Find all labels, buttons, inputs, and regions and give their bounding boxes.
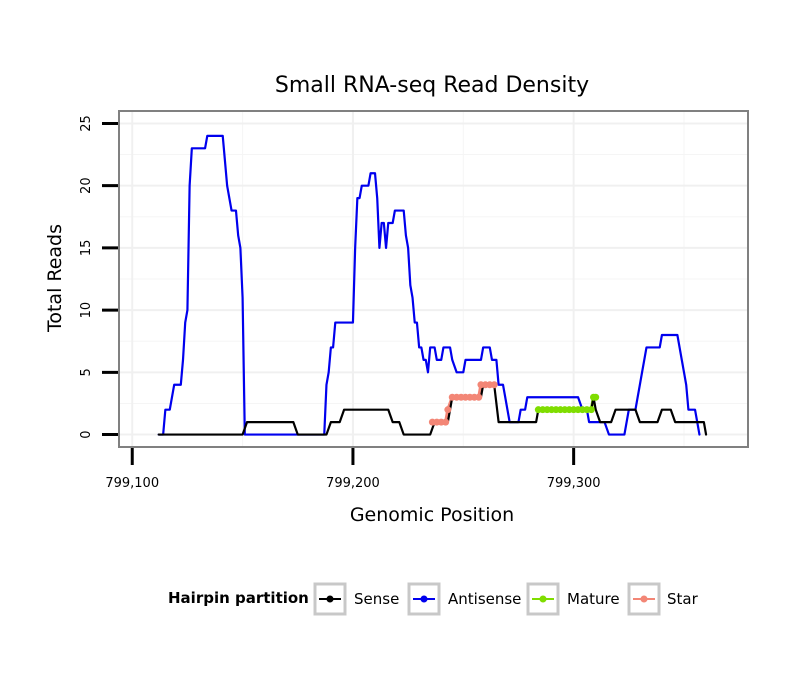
y-axis-tick-label-4: 20 [79,177,94,194]
x-axis-tick-label-2: 799,300 [547,476,601,491]
legend-label-sense: Sense [354,590,399,608]
x-axis-label: Genomic Position [350,504,514,526]
star-point-4 [444,406,452,414]
plot-border [118,110,749,448]
star-point-15 [490,381,498,389]
legend-label-star: Star [667,590,699,608]
chart-title: Small RNA-seq Read Density [275,73,589,98]
legend-marker-antisense [420,595,428,603]
legend-label-antisense: Antisense [448,590,521,608]
x-axis-tick-label-1: 799,200 [326,476,380,491]
y-axis-tick-label-1: 5 [79,368,94,376]
x-axis-tick-label-0: 799,100 [105,476,159,491]
y-axis-tick-label-0: 0 [79,430,94,438]
mature-point-12 [587,406,595,414]
legend-label-mature: Mature [567,590,620,608]
y-axis-tick-label-3: 15 [79,240,94,257]
legend-marker-mature [539,595,547,603]
star-point-3 [442,418,450,426]
series-line-sense [157,383,708,436]
y-axis-label: Total Reads [44,224,66,333]
y-axis-tick-label-2: 10 [79,302,94,319]
y-axis-tick-label-5: 25 [79,115,94,132]
legend-title: Hairpin partition [168,589,309,607]
legend-marker-star [640,595,648,603]
mature-point-14 [592,393,600,401]
legend-marker-sense [326,595,334,603]
star-point-11 [475,393,483,401]
